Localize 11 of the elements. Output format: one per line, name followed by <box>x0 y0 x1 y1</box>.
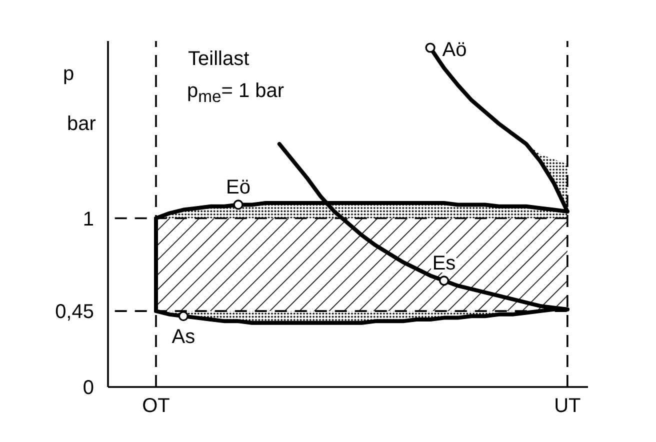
text: p$_{me}$= 1 bar <box>187 80 284 108</box>
y-tick-label: 0,45 <box>55 301 94 324</box>
text: p bar <box>63 63 96 135</box>
chart-title: Teillast <box>188 48 250 70</box>
x-tick-label: OT <box>142 395 170 418</box>
data-label: Eö <box>226 176 251 199</box>
y-tick-label: 1 <box>82 208 94 230</box>
x-tick-label: UT <box>554 395 581 418</box>
data-label: As <box>172 326 196 348</box>
data-label: Aö <box>442 38 467 61</box>
y-tick-label: 0 <box>82 377 94 400</box>
